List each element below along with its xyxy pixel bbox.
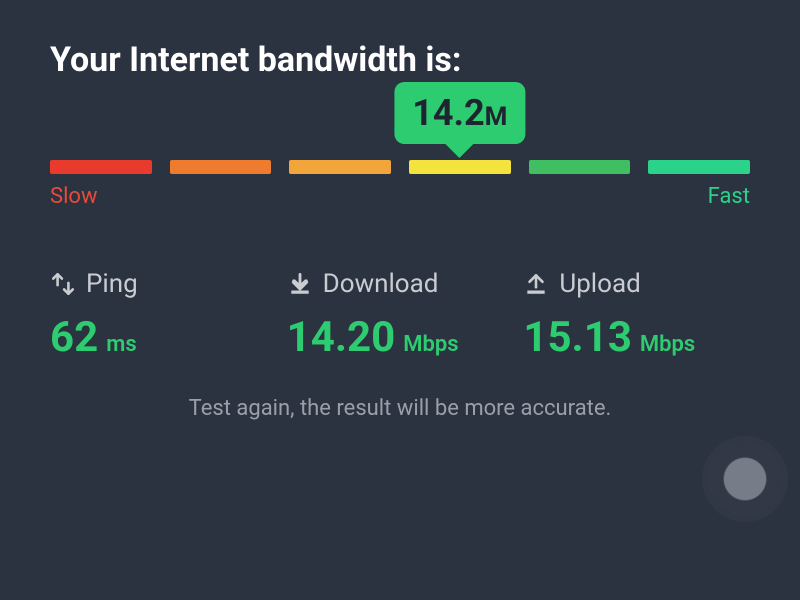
metric-upload: Upload 15.13 Mbps bbox=[523, 269, 750, 362]
gauge-labels: Slow Fast bbox=[50, 184, 750, 209]
speed-result-card: Your Internet bandwidth is: 14.2M Slow F… bbox=[0, 0, 800, 421]
gauge-label-fast: Fast bbox=[708, 184, 750, 209]
download-icon bbox=[287, 271, 313, 297]
gauge-segment-4 bbox=[529, 160, 631, 174]
footer-hint: Test again, the result will be more accu… bbox=[50, 396, 750, 421]
speed-callout: 14.2M bbox=[394, 82, 525, 158]
speed-callout-box: 14.2M bbox=[394, 82, 525, 144]
assistive-touch-button[interactable] bbox=[702, 436, 788, 522]
metric-ping-label: Ping bbox=[86, 269, 138, 299]
metric-download-unit: Mbps bbox=[403, 332, 458, 357]
speed-callout-arrow bbox=[446, 144, 474, 158]
metric-upload-label: Upload bbox=[559, 269, 640, 299]
metric-upload-value: 15.13 bbox=[523, 313, 632, 362]
metrics-row: Ping 62 ms Download 14.20 Mbps bbox=[50, 269, 750, 362]
metric-download-header: Download bbox=[287, 269, 514, 299]
gauge-segment-5 bbox=[648, 160, 750, 174]
metric-download: Download 14.20 Mbps bbox=[287, 269, 514, 362]
gauge-segment-1 bbox=[170, 160, 272, 174]
gauge-segment-2 bbox=[289, 160, 391, 174]
gauge-segments bbox=[50, 160, 750, 174]
metric-ping-header: Ping bbox=[50, 269, 277, 299]
metric-ping-value: 62 bbox=[50, 313, 98, 362]
bandwidth-gauge: 14.2M Slow Fast bbox=[50, 160, 750, 209]
metric-upload-unit: Mbps bbox=[640, 332, 695, 357]
speed-callout-value: 14.2 bbox=[412, 92, 484, 134]
gauge-segment-3 bbox=[409, 160, 511, 174]
metric-download-label: Download bbox=[323, 269, 439, 299]
page-title: Your Internet bandwidth is: bbox=[50, 40, 750, 80]
gauge-label-slow: Slow bbox=[50, 184, 98, 209]
gauge-segment-0 bbox=[50, 160, 152, 174]
metric-download-value: 14.20 bbox=[287, 313, 396, 362]
ping-icon bbox=[50, 271, 76, 297]
metric-ping-unit: ms bbox=[106, 332, 136, 357]
upload-icon bbox=[523, 271, 549, 297]
metric-upload-header: Upload bbox=[523, 269, 750, 299]
metric-ping: Ping 62 ms bbox=[50, 269, 277, 362]
speed-callout-unit: M bbox=[485, 102, 508, 132]
